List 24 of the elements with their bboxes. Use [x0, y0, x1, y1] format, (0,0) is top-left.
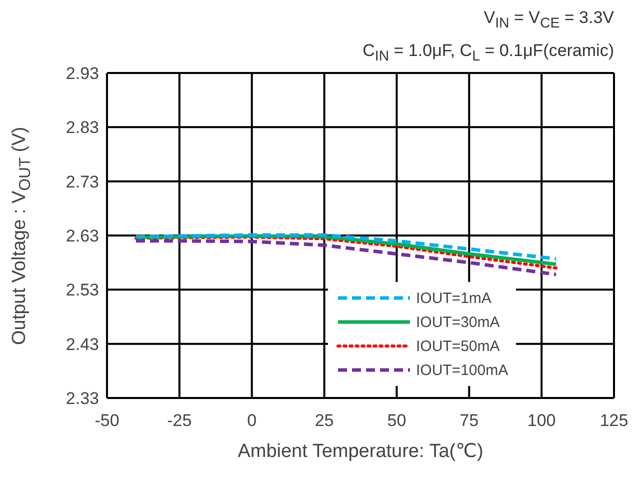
- x-tick-label: 50: [387, 411, 406, 430]
- x-tick-label: 125: [600, 411, 628, 430]
- y-tick-label: 2.43: [66, 334, 99, 354]
- x-axis-title: Ambient Temperature: Ta(℃): [236, 440, 484, 463]
- legend-label: IOUT=50mA: [416, 338, 500, 354]
- x-tick-label: 75: [460, 411, 479, 430]
- legend-label: IOUT=1mA: [416, 290, 492, 306]
- x-tick-label: -25: [167, 411, 192, 430]
- legend-label: IOUT=30mA: [416, 314, 500, 330]
- text: C$_{IN}$ = 1.0μF, C$_{L}$ = 0.1μF(ceramic): [362, 40, 614, 67]
- legend-label: IOUT=100mA: [416, 362, 508, 378]
- x-tick-label: 0: [247, 411, 257, 430]
- text: V$_{IN}$ = V$_{CE}$ = 3.3V: [482, 7, 614, 34]
- y-tick-label: 2.33: [66, 389, 99, 408]
- x-tick-label: 100: [527, 411, 556, 430]
- y-tick-label: 2.53: [66, 280, 99, 300]
- x-tick-label: 25: [314, 411, 334, 430]
- y-tick-label: 2.83: [66, 118, 99, 138]
- y-tick-label: 2.93: [66, 64, 99, 84]
- line-series: [134, 239, 558, 276]
- y-tick-label: 2.63: [66, 226, 99, 246]
- line-series: [134, 233, 558, 261]
- y-tick-label: 2.73: [66, 172, 99, 192]
- x-tick-label: -50: [94, 411, 120, 430]
